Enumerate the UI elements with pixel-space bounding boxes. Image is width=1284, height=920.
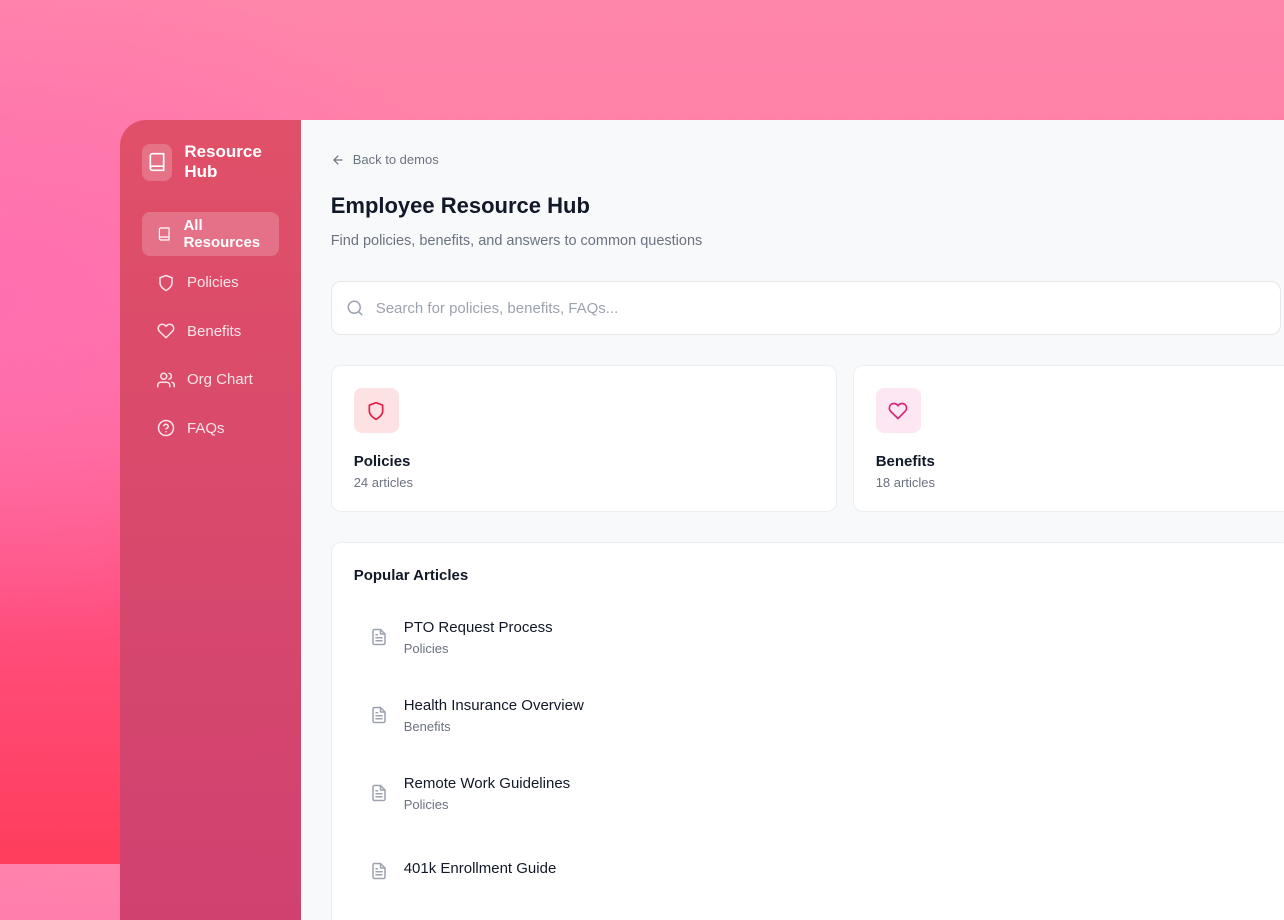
card-count: 18 articles	[875, 475, 935, 490]
shield-icon	[353, 388, 399, 433]
category-card-benefits[interactable]: Benefits 18 articles	[852, 365, 1284, 512]
back-label: Back to demos	[352, 152, 439, 167]
sidebar-item-all-resources[interactable]: All Resources	[142, 212, 279, 256]
article-item[interactable]: 401k Enrollment Guide	[354, 832, 1268, 910]
users-icon	[157, 372, 175, 387]
back-link[interactable]: Back to demos	[331, 152, 1284, 167]
shield-icon	[159, 274, 173, 291]
popular-articles: Popular Articles PTO Request Process Poli…	[330, 542, 1284, 920]
sidebar-item-org-chart[interactable]: Org Chart	[142, 358, 279, 402]
category-card-policies[interactable]: Policies 24 articles	[330, 365, 837, 512]
card-title: Benefits	[875, 453, 935, 470]
sidebar: Resource Hub All Resources Policies Bene…	[120, 120, 301, 920]
section-title: Popular Articles	[353, 567, 469, 584]
search-icon	[347, 300, 363, 316]
article-item[interactable]: PTO Request Process Policies	[354, 598, 1268, 676]
article-title: Remote Work Guidelines	[403, 774, 571, 792]
sidebar-item-label: Policies	[187, 274, 239, 291]
heart-icon	[875, 388, 921, 433]
article-category: Policies	[403, 640, 449, 656]
file-text-icon	[371, 706, 386, 724]
article-category: Policies	[403, 796, 449, 812]
file-text-icon	[371, 862, 386, 880]
sidebar-item-label: All Resources	[183, 217, 261, 251]
help-circle-icon	[157, 419, 175, 437]
book-icon	[142, 143, 173, 181]
sidebar-item-policies[interactable]: Policies	[142, 261, 279, 305]
heart-icon	[157, 323, 175, 339]
sidebar-item-label: Benefits	[187, 322, 242, 340]
brand: Resource Hub	[142, 142, 279, 182]
page-subtitle: Find policies, benefits, and answers to …	[330, 233, 703, 249]
article-title: 401k Enrollment Guide	[403, 860, 557, 877]
card-title: Policies	[353, 453, 411, 470]
search-bar	[330, 281, 1281, 335]
file-text-icon	[371, 784, 386, 802]
article-category: Benefits	[403, 718, 451, 734]
card-count: 24 articles	[353, 475, 413, 490]
sidebar-item-label: FAQs	[187, 419, 225, 437]
sidebar-item-faqs[interactable]: FAQs	[142, 406, 279, 450]
main-content: Back to demos Employee Resource Hub Find…	[300, 120, 1284, 920]
sidebar-item-label: Org Chart	[187, 371, 253, 388]
arrow-left-icon	[332, 154, 343, 165]
article-item[interactable]: Health Insurance Overview Benefits	[354, 676, 1268, 754]
search-input[interactable]	[375, 299, 1266, 317]
book-icon	[158, 227, 170, 241]
sidebar-item-benefits[interactable]: Benefits	[142, 309, 279, 353]
file-text-icon	[371, 628, 386, 646]
brand-name: Resource Hub	[184, 142, 262, 181]
article-title: Health Insurance Overview	[403, 696, 584, 714]
article-title: PTO Request Process	[403, 618, 553, 636]
app-window: Resource Hub All Resources Policies Bene…	[120, 120, 1284, 920]
article-item[interactable]: Remote Work Guidelines Policies	[354, 754, 1268, 832]
page-title: Employee Resource Hub	[330, 193, 590, 218]
